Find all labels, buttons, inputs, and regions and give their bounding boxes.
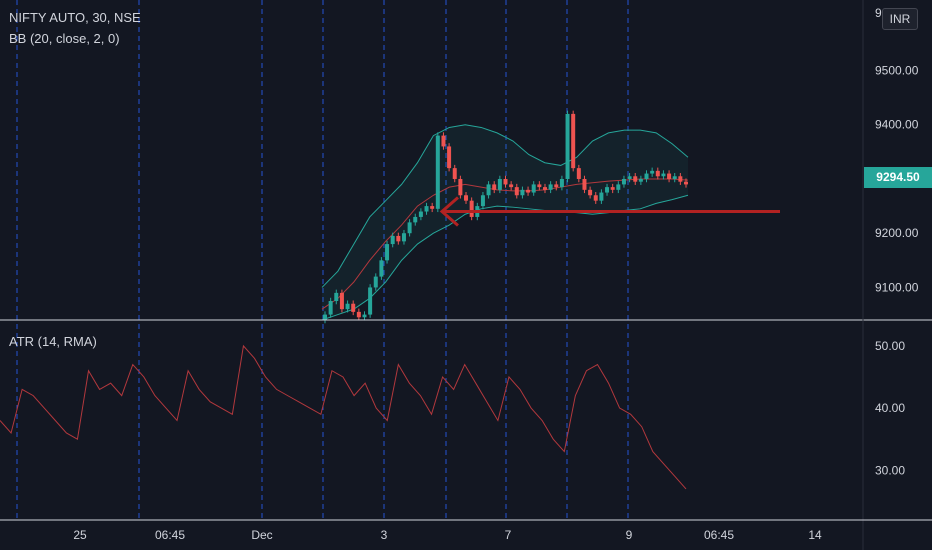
candle-body [480, 195, 485, 207]
session-separators [16, 0, 629, 520]
candle-body [655, 170, 660, 177]
candle-body [328, 301, 333, 315]
candle-body [537, 184, 542, 188]
pointer-arrow [439, 196, 459, 227]
candle-body [599, 192, 604, 201]
bb-basis-line [321, 178, 689, 310]
candle-body [605, 187, 610, 193]
bb-fill [322, 124, 688, 321]
time-tick-label: 3 [381, 528, 388, 542]
candle-body [520, 189, 525, 196]
symbol-legend[interactable]: NIFTY AUTO, 30, NSE [9, 10, 141, 25]
atr-tick-label: 50.00 [875, 339, 905, 353]
candle-body [323, 314, 327, 320]
time-tick-label: Dec [251, 528, 272, 542]
candle-body [430, 206, 435, 209]
candle-body [644, 173, 649, 179]
time-axis[interactable]: 25 06:45 Dec 3 7 9 06:45 14 [73, 528, 822, 542]
candle-body [621, 178, 626, 185]
candle-body [379, 260, 384, 277]
time-tick-label: 06:45 [155, 528, 185, 542]
candle-body [576, 168, 581, 179]
candle-body [407, 222, 412, 234]
candle-body [684, 181, 688, 185]
candle-body [385, 244, 390, 261]
candle-body [362, 314, 367, 318]
price-tick-label: 9500.00 [875, 64, 919, 78]
time-tick-label: 06:45 [704, 528, 734, 542]
candlesticks [323, 110, 688, 324]
time-tick-label: 14 [808, 528, 822, 542]
candle-body [610, 187, 615, 190]
candle-body [593, 195, 598, 201]
candle-body [486, 184, 491, 196]
candle-body [390, 235, 395, 245]
candle-body [582, 178, 587, 190]
candle-body [554, 184, 559, 188]
currency-button[interactable]: INR [882, 8, 918, 30]
candle-body [345, 303, 350, 310]
candle-body [452, 168, 457, 179]
price-tick-label: 9200.00 [875, 226, 919, 240]
atr-line [0, 344, 687, 490]
candle-body [616, 184, 621, 190]
price-tick-label: 9100.00 [875, 280, 919, 294]
candle-body [672, 176, 677, 179]
bb-upper-line [321, 124, 689, 288]
candle-body [559, 178, 564, 188]
candle-body [368, 287, 373, 315]
candle-body [542, 187, 547, 190]
atr-axis[interactable]: 50.00 40.00 30.00 [875, 339, 905, 477]
candle-body [396, 235, 401, 242]
candle-body [571, 113, 576, 169]
price-tick-label: 9400.00 [875, 118, 919, 132]
candle-body [351, 303, 356, 312]
atr-tick-label: 30.00 [875, 463, 905, 477]
atr-line-layer [0, 344, 687, 490]
atr-tick-label: 40.00 [875, 401, 905, 415]
candle-body [447, 146, 452, 169]
candle-body [514, 187, 519, 196]
candle-body [464, 195, 469, 201]
candle-body [458, 178, 463, 196]
candle-body [526, 189, 531, 193]
candle-body [678, 176, 683, 182]
candle-body [531, 184, 536, 193]
candle-body [413, 216, 418, 223]
candle-body [509, 184, 514, 188]
price-axis[interactable]: 9500.009400.009300.009200.009100.009... [875, 6, 919, 294]
candle-body [661, 173, 666, 177]
time-tick-label: 25 [73, 528, 87, 542]
candle-body [401, 233, 406, 242]
last-price-tag: 9294.50 [864, 167, 932, 188]
candle-body [373, 276, 378, 288]
candle-body [356, 311, 361, 318]
candle-body [650, 170, 655, 174]
candle-body [469, 200, 474, 217]
candle-body [588, 189, 593, 196]
time-tick-label: 9 [626, 528, 633, 542]
atr-legend[interactable]: ATR (14, RMA) [9, 334, 97, 349]
candle-body [627, 176, 632, 179]
candle-body [638, 178, 643, 182]
candle-body [492, 184, 497, 190]
candle-body [667, 173, 672, 179]
candle-body [441, 135, 446, 147]
candle-body [424, 206, 429, 212]
candle-body [334, 292, 339, 302]
bollinger-bands [321, 124, 689, 321]
candle-body [565, 113, 570, 179]
time-tick-label: 7 [505, 528, 512, 542]
candle-body [418, 211, 423, 217]
candle-body [503, 178, 508, 185]
arrow-head [439, 196, 459, 227]
candle-body [339, 292, 344, 310]
candle-body [548, 184, 553, 190]
candle-body [633, 176, 638, 182]
candle-body [435, 135, 440, 209]
bb-legend[interactable]: BB (20, close, 2, 0) [9, 31, 120, 46]
candle-body [497, 178, 502, 190]
